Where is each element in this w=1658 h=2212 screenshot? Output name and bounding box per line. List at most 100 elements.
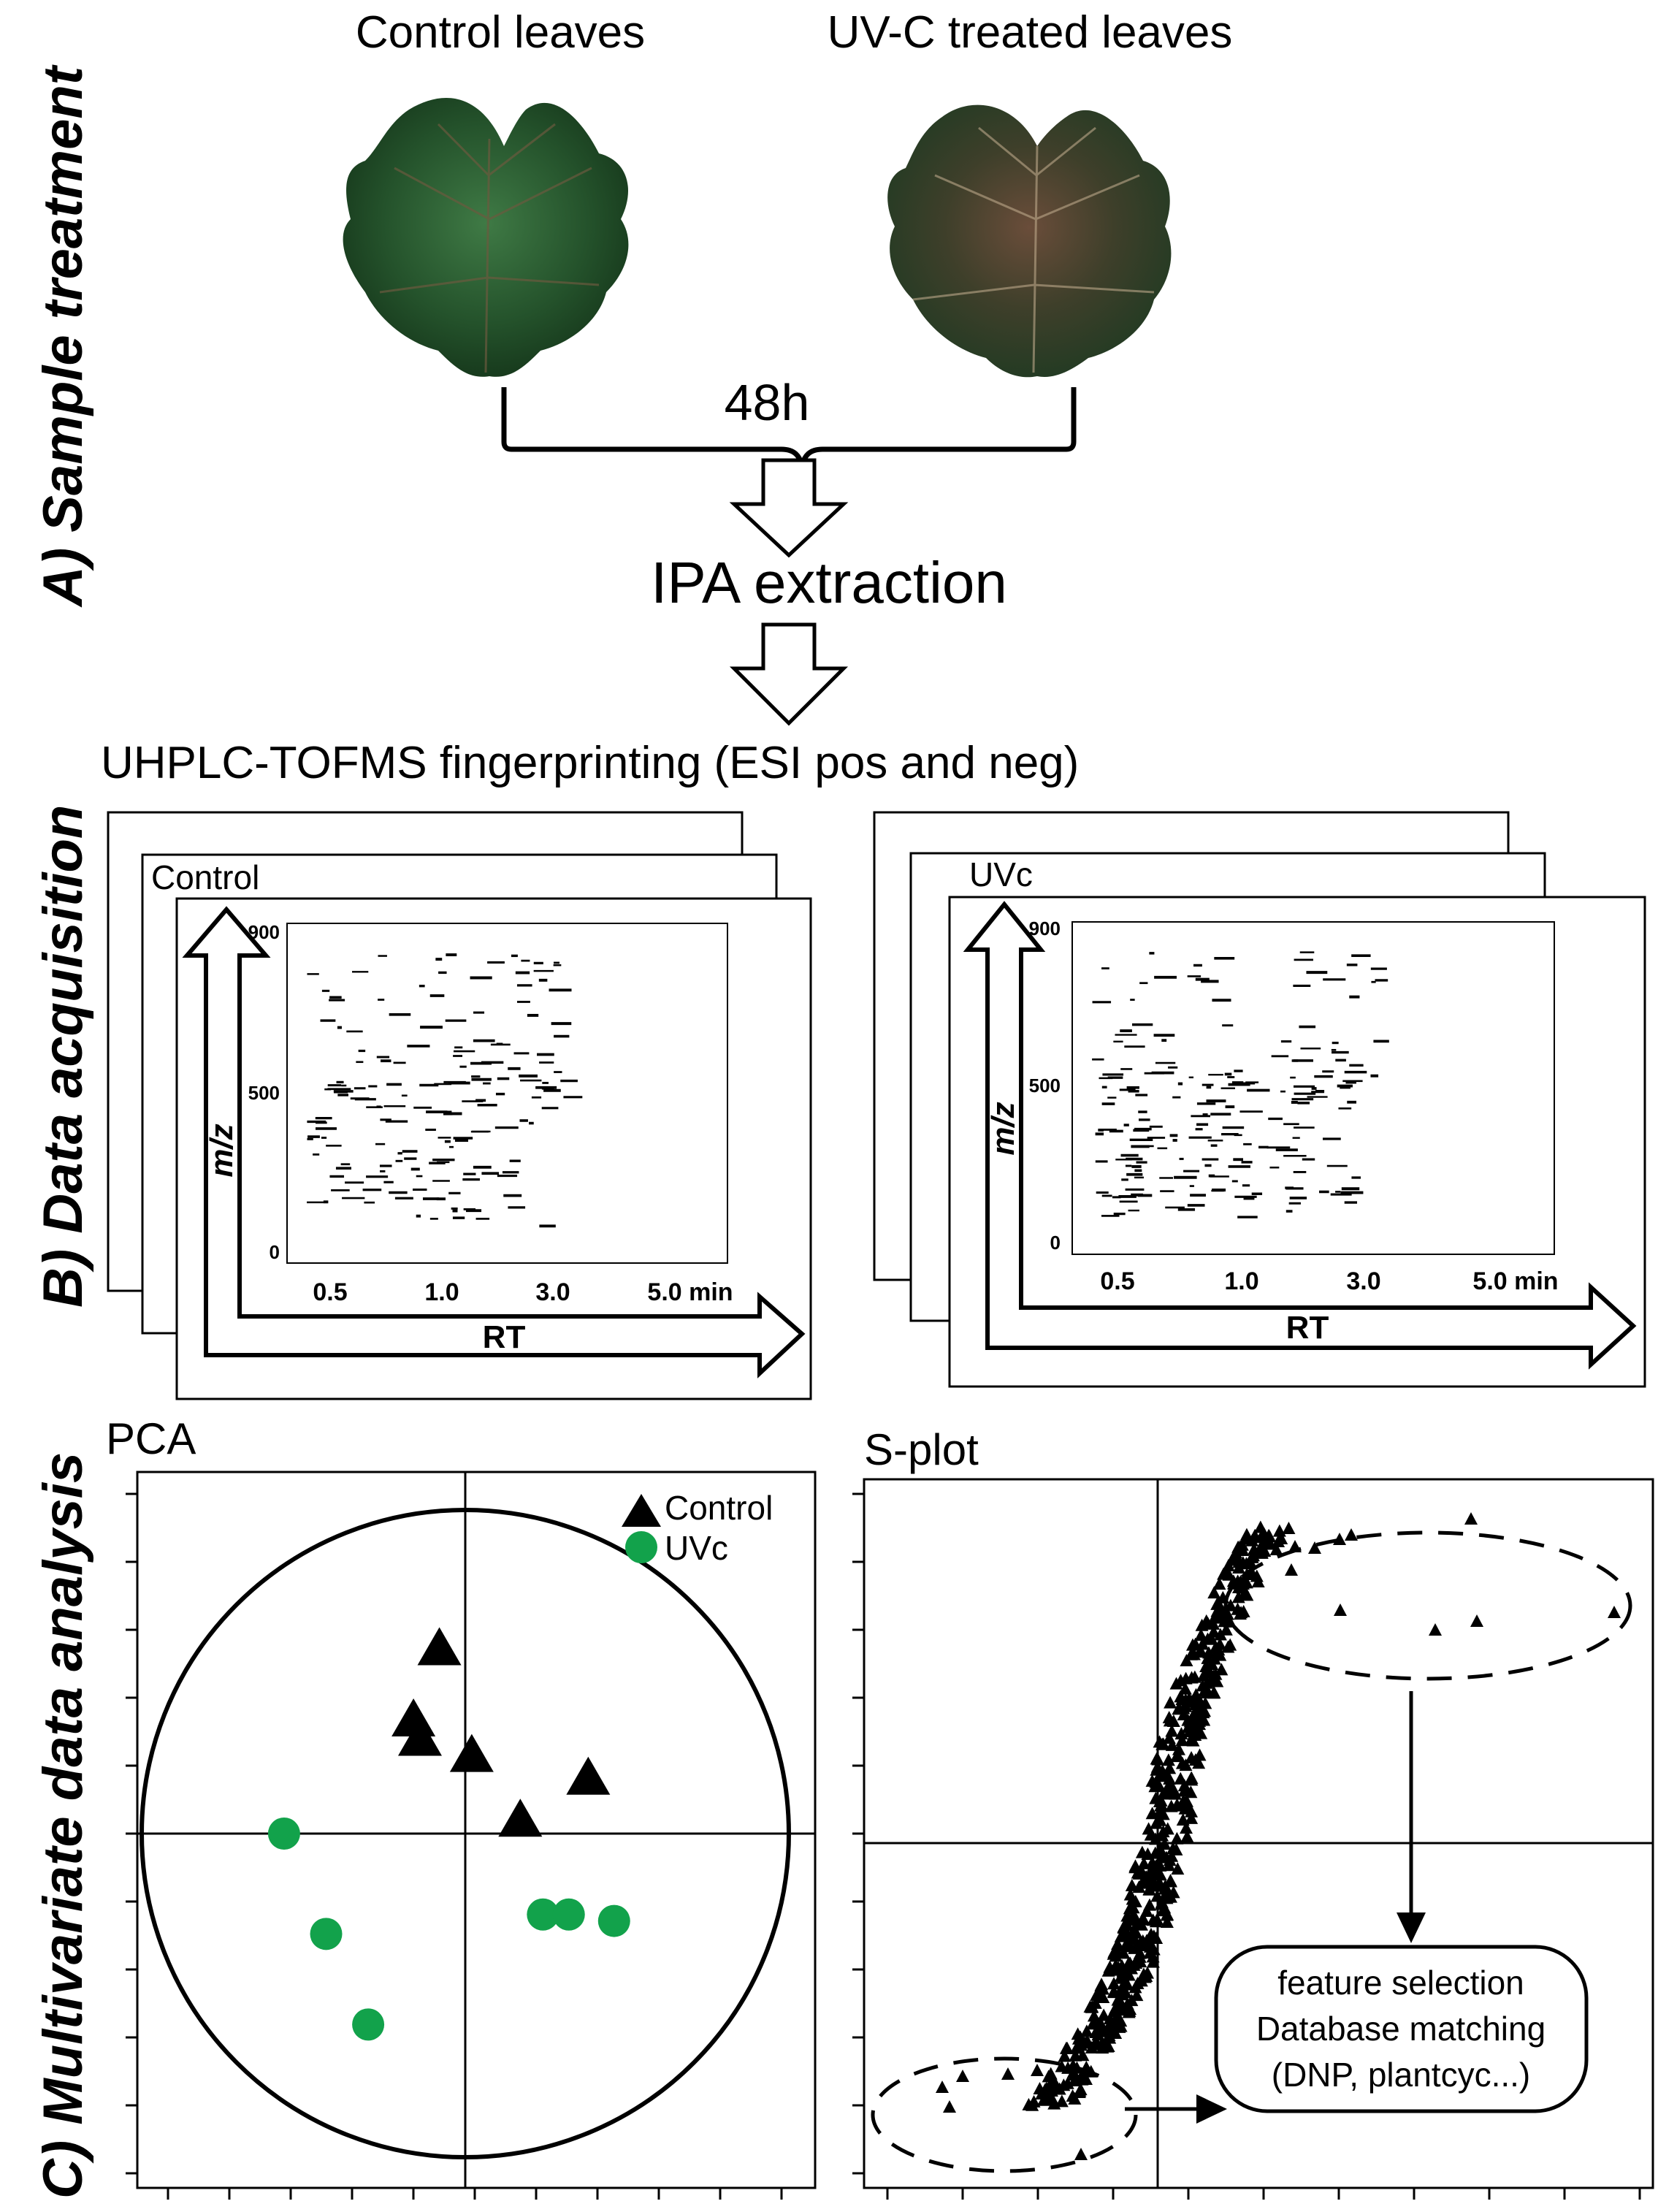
splot-point <box>1429 1623 1442 1636</box>
splot-point <box>1234 1606 1248 1619</box>
splot-point <box>1193 1714 1207 1727</box>
splot-point <box>1022 2097 1036 2110</box>
splot-point <box>1235 1579 1249 1592</box>
splot-point <box>1272 1524 1286 1537</box>
splot-point <box>1165 1738 1179 1751</box>
splot-point <box>1207 1586 1221 1599</box>
splot-point <box>1199 1696 1212 1709</box>
splot-point <box>1608 1606 1621 1618</box>
splot-point <box>1220 1564 1234 1577</box>
splot-point <box>1122 2005 1136 2018</box>
uvc-x-ticks: 0.5 1.0 3.0 5.0 min <box>1100 1267 1558 1295</box>
splot-point <box>1275 1532 1288 1545</box>
splot-point <box>1231 1590 1245 1603</box>
splot-point <box>1243 1555 1257 1568</box>
splot-point <box>1207 1686 1220 1699</box>
splot-point <box>1130 1917 1144 1930</box>
control-y-tick-0: 0 <box>270 1241 280 1263</box>
extraction-label: IPA extraction <box>651 550 1007 615</box>
splot-point <box>1148 1864 1162 1877</box>
pca-uvc-point <box>310 1918 343 1950</box>
splot-point <box>1213 1648 1227 1661</box>
pca-control-point <box>449 1734 494 1772</box>
splot-point <box>1150 1816 1164 1829</box>
splot-point <box>1057 2078 1071 2091</box>
splot-point <box>1143 1940 1157 1953</box>
splot-point <box>1096 1990 1110 2003</box>
splot-point <box>1308 1541 1321 1554</box>
control-panel-label: Control <box>151 858 259 896</box>
control-x-tick-5.0: 5.0 min <box>647 1278 733 1306</box>
splot-point <box>1166 1885 1180 1899</box>
uvc-y-tick-900: 900 <box>1029 918 1061 939</box>
splot-point <box>1229 1553 1242 1566</box>
splot-point <box>1160 1769 1174 1782</box>
uvc-x-tick-1.0: 1.0 <box>1224 1267 1258 1295</box>
control-ms-features <box>307 953 583 1228</box>
uvc-y-tick-500: 500 <box>1029 1075 1061 1097</box>
splot-point <box>1074 2072 1088 2086</box>
splot-point <box>1164 1696 1177 1709</box>
splot-point <box>1156 1807 1170 1820</box>
pca-plot <box>126 1471 817 2200</box>
splot-title: S-plot <box>864 1425 979 1474</box>
splot-point <box>1142 1883 1156 1896</box>
splot-y-ticks <box>852 1492 864 2175</box>
splot-point <box>1179 1671 1193 1685</box>
splot-point <box>1183 1725 1196 1738</box>
splot-point <box>1114 2019 1128 2032</box>
splot-point <box>1158 1837 1172 1850</box>
splot-point <box>1146 1955 1160 1968</box>
control-axes <box>182 906 806 1378</box>
splot-point <box>1120 1909 1134 1922</box>
splot-point <box>1179 1758 1193 1771</box>
splot-point <box>1031 2064 1044 2076</box>
splot-point <box>1136 1912 1150 1925</box>
annotation-line-1: feature selection <box>1277 1964 1524 2002</box>
splot-point <box>1120 1996 1134 2010</box>
splot-point <box>1101 2040 1115 2053</box>
splot-point <box>1164 1874 1177 1887</box>
splot-point <box>1189 1698 1203 1711</box>
splot-point <box>956 2070 969 2082</box>
selection-ellipse-top <box>1223 1530 1632 1681</box>
splot-point <box>1097 2008 1111 2021</box>
splot-point <box>1139 1969 1153 1983</box>
pca-control-point <box>417 1627 462 1666</box>
control-x-tick-3.0: 3.0 <box>535 1278 570 1306</box>
pca-control-point <box>397 1717 442 1756</box>
splot-point <box>1210 1597 1224 1610</box>
splot-point <box>1184 1647 1198 1660</box>
splot-point <box>1103 1960 1117 1973</box>
splot-point <box>1107 1977 1121 1990</box>
pca-control-point <box>566 1756 611 1795</box>
splot-point <box>1464 1512 1478 1525</box>
pca-x-ticks <box>167 2188 783 2200</box>
uvc-x-axis-title: RT <box>1286 1310 1329 1346</box>
splot-point <box>1035 2087 1049 2100</box>
splot-point <box>1087 2009 1101 2022</box>
splot-point <box>1152 1779 1166 1792</box>
splot-point <box>1207 1652 1221 1665</box>
splot-point <box>1109 2010 1123 2024</box>
splot-point <box>1160 1915 1174 1928</box>
splot-point <box>1212 1577 1226 1590</box>
splot-point <box>1174 1771 1188 1785</box>
legend-control-label: Control <box>665 1489 773 1527</box>
splot-point <box>1189 1687 1203 1701</box>
splot-point <box>1080 2024 1093 2037</box>
splot-point <box>1170 1750 1184 1763</box>
splot-point <box>1142 1898 1156 1911</box>
splot-point <box>1088 1996 1102 2009</box>
splot-point <box>936 2081 949 2093</box>
splot-point <box>1144 1828 1158 1841</box>
control-y-ticks: 900 500 0 <box>248 921 280 1263</box>
uvc-y-tick-0: 0 <box>1050 1232 1061 1254</box>
control-y-tick-500: 500 <box>248 1082 280 1104</box>
splot-point <box>1155 1737 1169 1750</box>
splot-point <box>1254 1530 1268 1544</box>
splot-point <box>1171 1862 1185 1875</box>
control-x-tick-1.0: 1.0 <box>424 1278 459 1306</box>
time-label: 48h <box>725 374 810 431</box>
splot-point <box>1058 2049 1071 2062</box>
